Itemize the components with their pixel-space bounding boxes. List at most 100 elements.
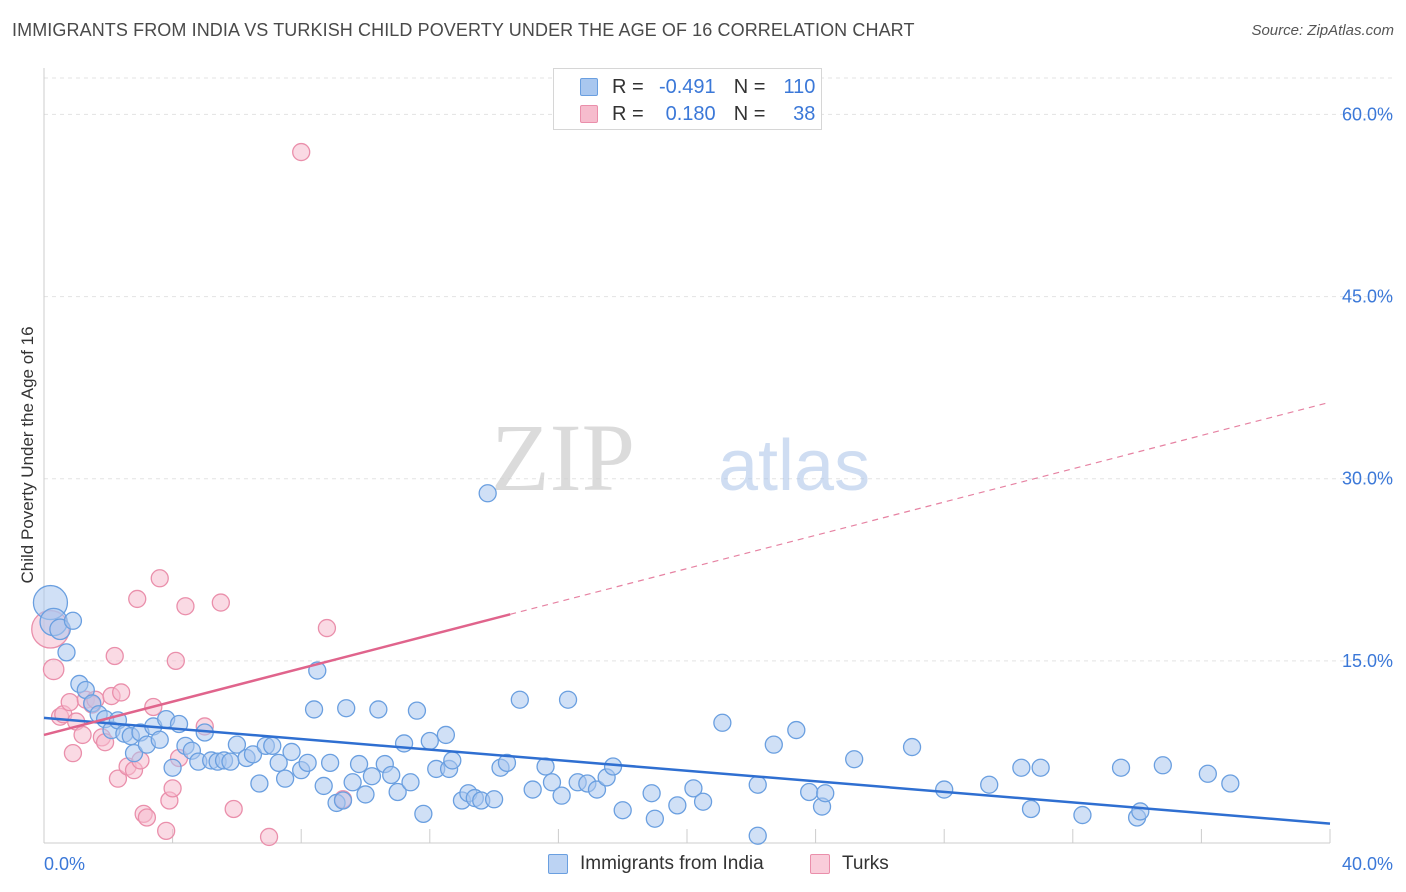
x-tick-label: 40.0% <box>1342 854 1393 874</box>
turks-point <box>60 692 79 712</box>
turks-trend-line-dashed <box>510 401 1331 615</box>
india-point <box>382 765 401 785</box>
india-point <box>693 792 713 811</box>
india-point <box>163 758 182 777</box>
bottom-swatch-turks <box>810 854 830 874</box>
turks-point <box>163 779 182 798</box>
india-point <box>436 725 456 745</box>
india-points <box>32 484 1240 845</box>
india-point <box>243 745 263 764</box>
legend-row-india: R = -0.491 N = 110 <box>580 75 815 99</box>
india-point <box>748 775 767 794</box>
y-tick-label: 15.0% <box>1342 651 1393 671</box>
y-axis-label: Child Poverty Under the Age of 16 <box>18 326 37 584</box>
turks-point <box>42 658 65 681</box>
bottom-legend-turks: Turks <box>810 851 889 877</box>
india-point <box>314 776 333 796</box>
x-tick-label: 0.0% <box>44 854 85 874</box>
india-point <box>275 769 295 788</box>
legend-n-value-india: 110 <box>783 75 816 98</box>
bottom-label-turks: Turks <box>842 853 889 874</box>
india-point <box>401 773 420 792</box>
india-point <box>684 779 703 798</box>
india-point <box>558 690 578 709</box>
india-point <box>1021 799 1041 819</box>
india-point <box>603 757 623 776</box>
turks-point <box>317 618 337 638</box>
turks-point <box>73 725 92 745</box>
india-point <box>349 754 369 774</box>
india-point <box>388 782 407 802</box>
legend-r-value-turks: 0.180 <box>665 102 716 125</box>
turks-point <box>63 743 83 763</box>
india-point <box>263 736 282 756</box>
chart-source: Source: ZipAtlas.com <box>1251 22 1394 39</box>
watermark-zip: ZIP <box>491 404 635 511</box>
y-tick-labels: 15.0% 30.0% 45.0% 60.0% <box>1342 104 1393 670</box>
turks-point <box>112 683 131 702</box>
india-point <box>1131 802 1150 821</box>
india-point <box>748 826 767 845</box>
india-point <box>221 752 240 771</box>
y-tick-label: 60.0% <box>1342 104 1393 124</box>
india-point <box>124 743 144 763</box>
india-point <box>337 699 356 718</box>
india-point <box>1111 758 1131 777</box>
india-point <box>250 774 269 793</box>
india-point <box>935 780 954 799</box>
india-point <box>63 611 83 630</box>
india-point <box>542 773 562 792</box>
india-point <box>407 701 427 720</box>
india-point <box>1031 758 1050 777</box>
india-point <box>1073 805 1092 825</box>
bottom-legend-india: Immigrants from India <box>548 851 764 877</box>
india-point <box>1198 764 1217 783</box>
bottom-swatch-india <box>548 854 568 874</box>
chart-title: IMMIGRANTS FROM INDIA VS TURKISH CHILD P… <box>12 20 915 40</box>
india-point <box>304 700 324 719</box>
y-tick-label: 45.0% <box>1342 287 1393 307</box>
turks-point <box>224 799 243 819</box>
india-point <box>668 796 687 815</box>
india-point <box>1012 758 1031 777</box>
x-tick-labels: 0.0% 40.0% <box>44 854 1393 874</box>
india-point <box>497 753 517 773</box>
india-point <box>787 720 806 740</box>
legend-r-value-india: -0.491 <box>658 75 716 98</box>
correlation-legend: R = -0.491 N = 110 R = 0.180 N = 38 <box>553 68 822 130</box>
gridlines <box>44 77 1395 662</box>
trend-lines <box>43 401 1331 825</box>
india-point <box>613 801 632 820</box>
turks-trend-line-solid <box>43 613 511 737</box>
turks-point <box>105 646 124 666</box>
india-point <box>1153 756 1172 775</box>
bottom-label-india: Immigrants from India <box>580 853 764 874</box>
watermark-atlas: atlas <box>718 426 870 506</box>
turks-point <box>292 142 311 162</box>
legend-n-label-india: N = <box>733 75 766 98</box>
india-point <box>587 780 607 799</box>
india-point <box>298 753 317 773</box>
legend-swatch-turks <box>580 105 598 123</box>
turks-point <box>128 589 147 609</box>
india-point <box>642 784 661 803</box>
legend-n-value-turks: 38 <box>793 102 816 125</box>
india-point <box>356 785 375 804</box>
turks-point <box>176 597 195 616</box>
legend-swatch-india <box>580 78 598 96</box>
india-point <box>552 786 571 805</box>
india-point <box>800 782 819 802</box>
india-point <box>523 780 542 799</box>
turks-point <box>150 569 169 588</box>
legend-r-label-india: R = <box>612 75 644 98</box>
india-point <box>816 784 835 803</box>
india-point <box>362 767 382 786</box>
y-tick-label: 30.0% <box>1342 469 1393 489</box>
india-point <box>369 700 388 719</box>
india-trend-line-solid <box>43 716 1331 825</box>
turks-point <box>211 593 230 612</box>
india-point <box>645 809 664 828</box>
legend-row-turks: R = 0.180 N = 38 <box>580 102 815 126</box>
india-point <box>320 753 340 773</box>
